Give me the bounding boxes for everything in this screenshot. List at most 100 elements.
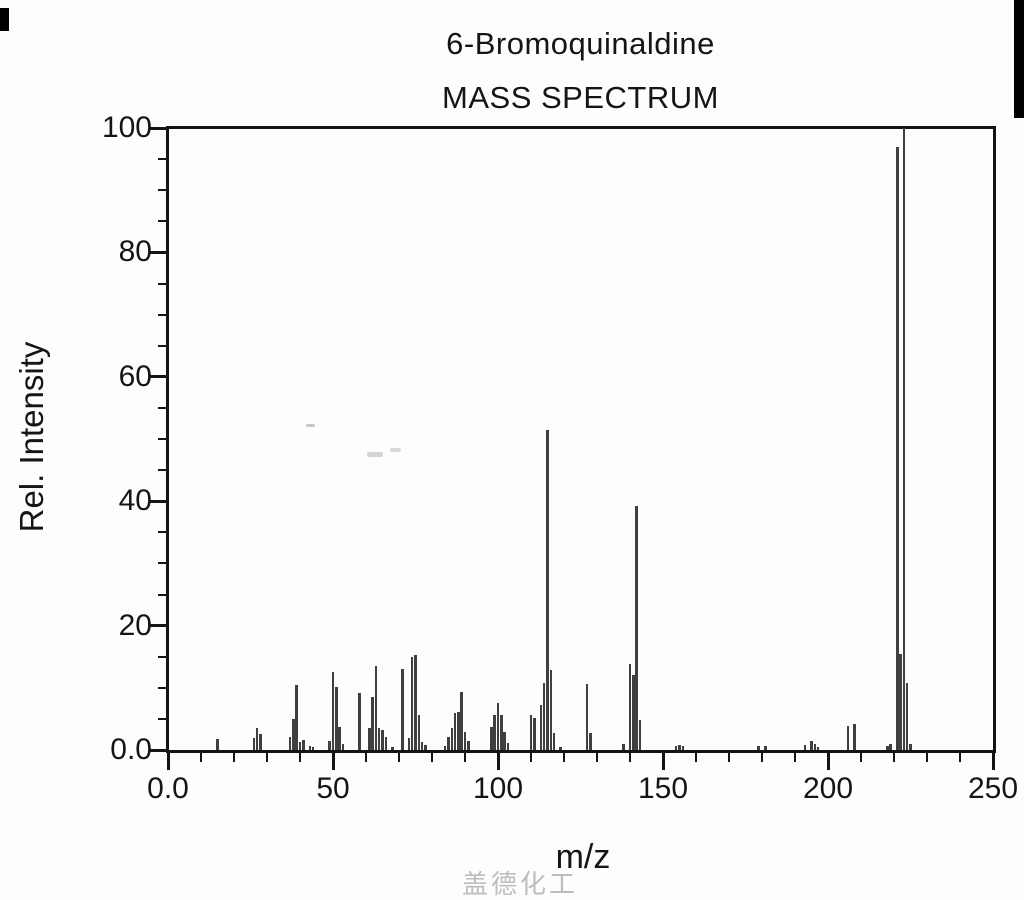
peak-bar	[909, 744, 912, 750]
peak-bar	[374, 666, 378, 750]
peak-bar	[450, 728, 454, 750]
x-minor-tick	[365, 752, 367, 762]
peak-bar	[757, 746, 760, 750]
y-minor-tick	[158, 717, 168, 720]
x-minor-tick	[695, 752, 697, 762]
y-minor-tick	[158, 686, 168, 689]
watermark-text: 盖德化工网	[461, 869, 578, 899]
y-major-tick	[150, 499, 168, 503]
y-minor-tick	[158, 406, 168, 409]
y-minor-tick	[158, 313, 168, 316]
peak-bar	[414, 654, 417, 750]
x-minor-tick	[299, 752, 301, 762]
peak-bar	[853, 724, 856, 750]
peak-bar	[810, 741, 813, 750]
peak-bar	[764, 745, 767, 750]
scan-artifact	[306, 424, 315, 427]
x-minor-tick	[233, 752, 235, 762]
peak-bar	[632, 674, 635, 750]
peak-bar	[384, 736, 388, 750]
y-major-tick	[150, 748, 168, 752]
peak-bar	[401, 668, 404, 750]
peak-bar	[813, 744, 817, 750]
peak-bar	[298, 741, 302, 750]
peak-bar	[622, 743, 625, 750]
x-tick-label: 50	[316, 772, 350, 805]
peak-bar	[899, 653, 902, 750]
peak-bar	[589, 732, 592, 750]
peak-bar	[417, 715, 421, 750]
y-major-tick	[150, 126, 168, 130]
scan-artifact	[367, 452, 383, 457]
peak-bar	[678, 745, 681, 750]
peak-bar	[308, 745, 312, 750]
peak-bar	[559, 746, 562, 750]
scan-edge-artifact	[0, 8, 9, 31]
x-minor-tick	[728, 752, 730, 762]
peak-bar	[331, 671, 335, 750]
y-tick-label: 40	[118, 484, 152, 518]
x-minor-tick	[629, 752, 631, 762]
peak-bar	[889, 743, 892, 750]
y-minor-tick	[158, 469, 168, 472]
compound-title: 6-Bromoquinaldine	[446, 26, 715, 61]
peak-bar	[259, 734, 262, 750]
peak-bar	[295, 684, 298, 750]
plot-area	[166, 126, 996, 753]
y-minor-tick	[158, 531, 168, 534]
x-minor-tick	[398, 752, 400, 762]
peak-bar	[539, 705, 543, 750]
peak-bar	[674, 745, 678, 750]
peak-bar	[377, 728, 381, 750]
x-minor-tick	[563, 752, 565, 762]
y-minor-tick	[158, 344, 168, 347]
x-minor-tick	[794, 752, 796, 762]
peak-bar	[506, 743, 510, 750]
x-minor-tick	[431, 752, 433, 762]
peak-bar	[533, 718, 536, 750]
y-major-tick	[150, 624, 168, 628]
x-tick-label: 150	[637, 772, 689, 805]
peak-bar	[552, 733, 556, 750]
peak-bar	[341, 743, 345, 750]
y-minor-tick	[158, 282, 168, 285]
y-minor-tick	[158, 593, 168, 596]
y-tick-label: 80	[118, 235, 152, 269]
peak-bar	[886, 745, 889, 750]
peak-bar	[216, 738, 219, 750]
peak-bar	[358, 693, 361, 750]
scan-artifact	[390, 448, 401, 452]
peak-bar	[453, 713, 457, 750]
x-minor-tick	[530, 752, 532, 762]
peak-bar	[816, 746, 820, 750]
y-major-tick	[150, 250, 168, 254]
x-tick-label: 200	[802, 772, 854, 805]
peak-bar	[896, 146, 899, 750]
peak-bar	[410, 656, 414, 750]
peak-bar	[371, 696, 374, 750]
peak-bar	[457, 712, 460, 750]
y-minor-tick	[158, 220, 168, 223]
y-axis-title: Rel. Intensity	[13, 341, 50, 533]
peak-bar	[585, 684, 589, 750]
peak-bar	[638, 720, 642, 750]
x-tick-label: 250	[967, 772, 1019, 805]
y-minor-tick	[158, 158, 168, 161]
peak-bar	[443, 745, 447, 750]
x-minor-tick	[893, 752, 895, 762]
peak-bar	[252, 737, 256, 750]
peak-bar	[500, 715, 503, 750]
x-minor-tick	[266, 752, 268, 762]
x-axis-title: m/z	[555, 838, 611, 876]
peak-bar	[542, 683, 546, 750]
x-major-tick	[661, 752, 665, 770]
y-minor-tick	[158, 438, 168, 440]
peak-bar	[460, 691, 463, 750]
y-minor-tick	[158, 189, 168, 192]
scan-edge-artifact	[1014, 0, 1024, 118]
x-major-tick	[496, 752, 500, 770]
y-tick-label: 60	[118, 359, 152, 393]
x-major-tick	[166, 752, 170, 770]
peak-bar	[496, 703, 500, 750]
x-minor-tick	[761, 752, 763, 762]
